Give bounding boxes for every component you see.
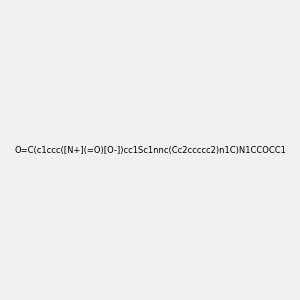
Text: O=C(c1ccc([N+](=O)[O-])cc1Sc1nnc(Cc2ccccc2)n1C)N1CCOCC1: O=C(c1ccc([N+](=O)[O-])cc1Sc1nnc(Cc2cccc… [14, 146, 286, 154]
